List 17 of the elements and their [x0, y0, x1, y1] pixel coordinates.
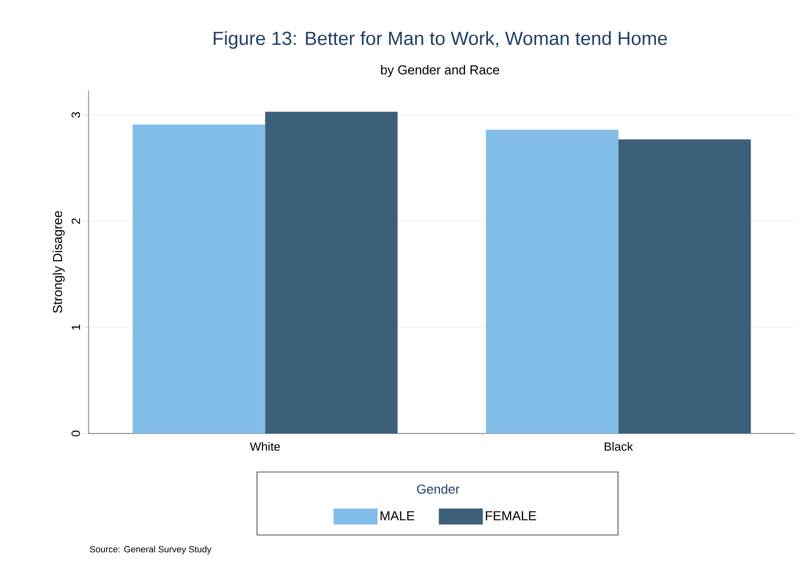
legend-label: MALE: [380, 511, 414, 520]
legend-title: Gender: [417, 484, 460, 494]
x-tick-label: White: [250, 442, 280, 451]
y-axis-title: Strongly Disagree: [52, 211, 65, 313]
chart-subtitle: by Gender and Race: [381, 64, 500, 78]
bar: [618, 139, 751, 434]
chart-title: Figure 13: Better for Man to Work, Woman tend Home: [214, 31, 667, 49]
y-tick-label: 3: [72, 112, 80, 118]
x-tick-label: Black: [604, 442, 634, 451]
source-note: Source: General Survey Study: [90, 546, 212, 554]
y-tick-label: 0: [72, 430, 80, 436]
bar: [265, 112, 398, 434]
y-tick-label: 1: [72, 324, 80, 330]
legend-label: FEMALE: [486, 511, 536, 520]
bar: [486, 130, 618, 434]
bar: [132, 124, 266, 434]
y-tick-label: 2: [72, 218, 80, 224]
